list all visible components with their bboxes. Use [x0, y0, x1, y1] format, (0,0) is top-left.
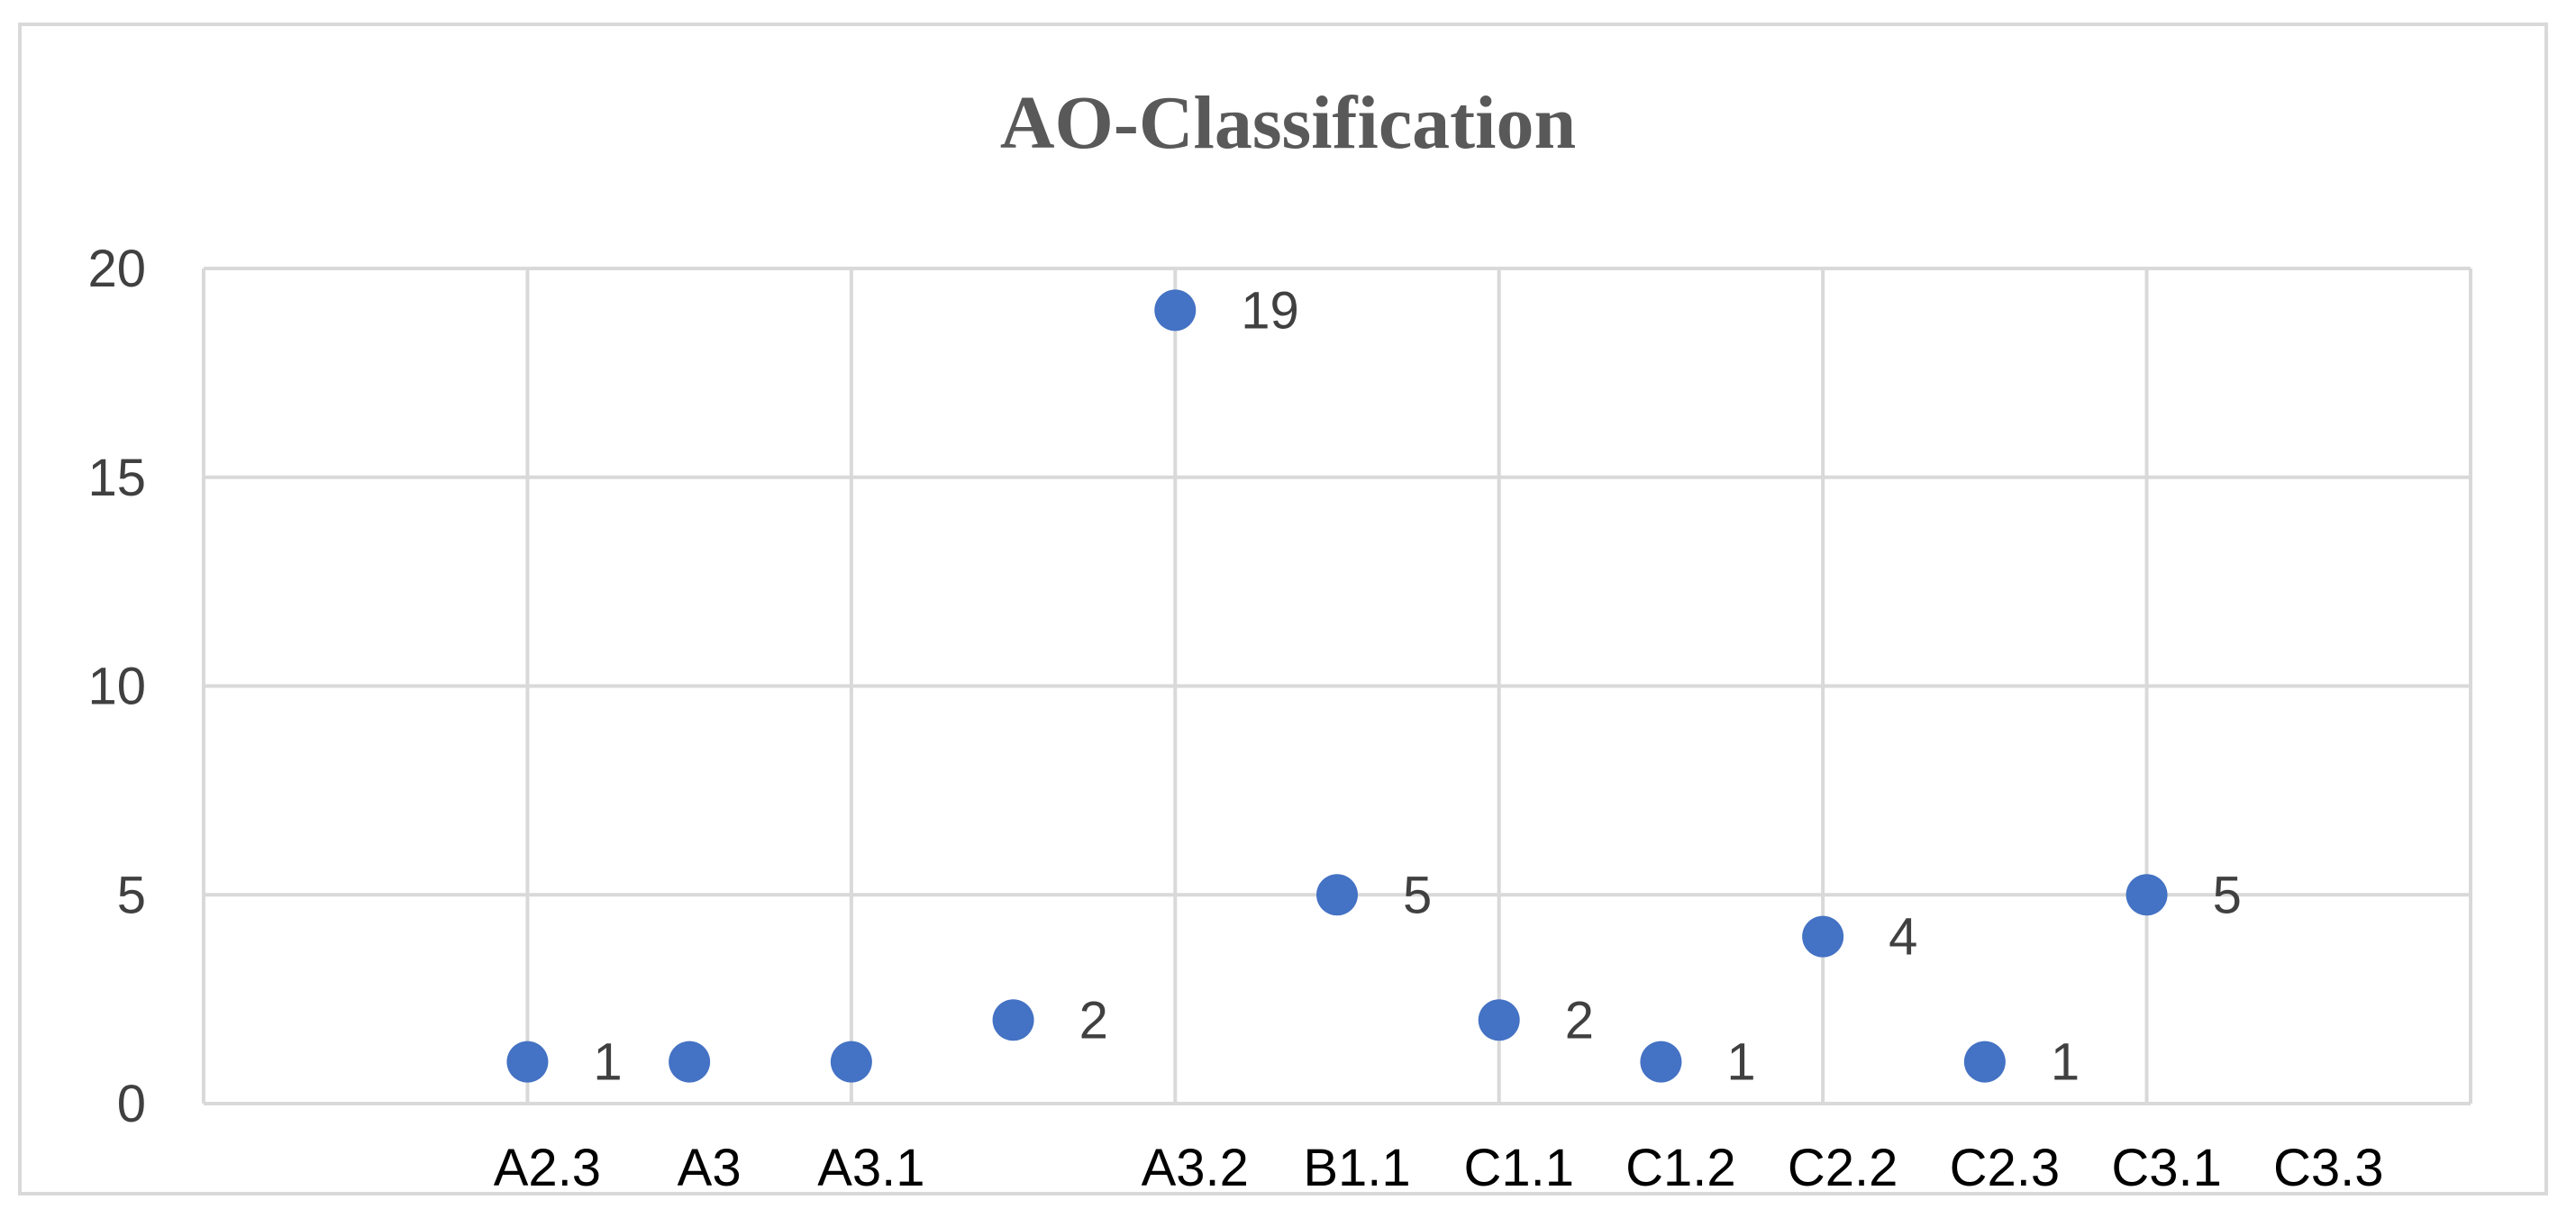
x-tick-label: C2.3 — [1950, 1139, 2061, 1197]
data-point — [1154, 289, 1197, 332]
data-label: 4 — [1889, 908, 1917, 967]
data-label: 2 — [1565, 991, 1594, 1050]
y-tick-label: 20 — [87, 240, 146, 298]
x-axis-labels: A2.3 A3 A3.1 A3.2 B1.1 C1.1 C1.2 C2.2 C2.3 C3.1 C3… — [494, 1139, 2384, 1197]
data-point — [830, 1041, 872, 1083]
data-points — [506, 289, 2168, 1083]
y-tick-label: 10 — [87, 658, 146, 716]
x-tick-label: C1.1 — [1463, 1139, 1574, 1197]
x-tick-label: B1.1 — [1303, 1139, 1410, 1197]
x-tick-label: A2.3 — [494, 1139, 601, 1197]
data-point — [506, 1041, 549, 1083]
data-point — [1963, 1041, 2006, 1083]
data-point — [2125, 874, 2168, 916]
data-point — [1802, 915, 1844, 958]
x-tick-label: A3.1 — [817, 1139, 924, 1197]
x-tick-label: A3.2 — [1142, 1139, 1249, 1197]
data-point — [669, 1041, 711, 1083]
data-label: 1 — [1726, 1033, 1755, 1092]
data-label: 2 — [1079, 991, 1108, 1050]
data-label: 5 — [1403, 866, 1432, 924]
data-label: 1 — [2051, 1033, 2080, 1092]
chart-frame — [18, 23, 2548, 1195]
data-point — [1640, 1041, 1682, 1083]
data-point — [1478, 999, 1520, 1041]
x-tick-label: C3.3 — [2273, 1139, 2384, 1197]
x-tick-label: A3 — [678, 1139, 742, 1197]
x-tick-label: C1.2 — [1625, 1139, 1736, 1197]
gridlines — [202, 267, 2472, 1105]
data-labels: 1 2 19 5 2 1 4 1 5 — [593, 281, 2241, 1091]
data-label: 19 — [1241, 281, 1299, 340]
y-tick-label: 0 — [117, 1075, 146, 1133]
y-axis-ticks: 0 5 10 15 20 — [87, 240, 146, 1133]
chart-title: AO-Classification — [999, 81, 1577, 165]
data-point — [992, 999, 1034, 1041]
x-tick-label: C3.1 — [2111, 1139, 2222, 1197]
y-tick-label: 5 — [117, 866, 146, 924]
data-point — [1316, 874, 1358, 916]
y-tick-label: 15 — [87, 449, 146, 507]
x-tick-label: C2.2 — [1788, 1139, 1898, 1197]
data-label: 5 — [2213, 866, 2242, 924]
data-label: 1 — [593, 1033, 622, 1092]
